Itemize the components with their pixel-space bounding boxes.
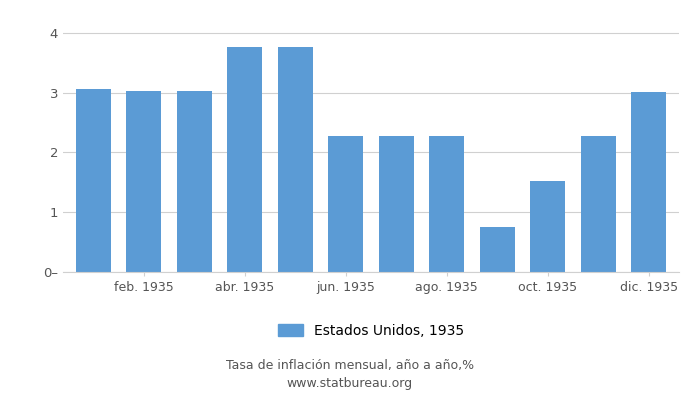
Bar [126, 91, 162, 272]
Bar [227, 47, 262, 272]
Bar [278, 47, 313, 272]
Bar [176, 91, 212, 272]
Text: Tasa de inflación mensual, año a año,%: Tasa de inflación mensual, año a año,% [226, 360, 474, 372]
Bar [429, 136, 464, 272]
Legend: Estados Unidos, 1935: Estados Unidos, 1935 [278, 324, 464, 338]
Text: www.statbureau.org: www.statbureau.org [287, 378, 413, 390]
Bar [631, 92, 666, 272]
Bar [379, 136, 414, 272]
Bar [480, 226, 515, 272]
Bar [530, 181, 566, 272]
Bar [76, 89, 111, 272]
Bar [580, 136, 616, 272]
Bar [328, 136, 363, 272]
